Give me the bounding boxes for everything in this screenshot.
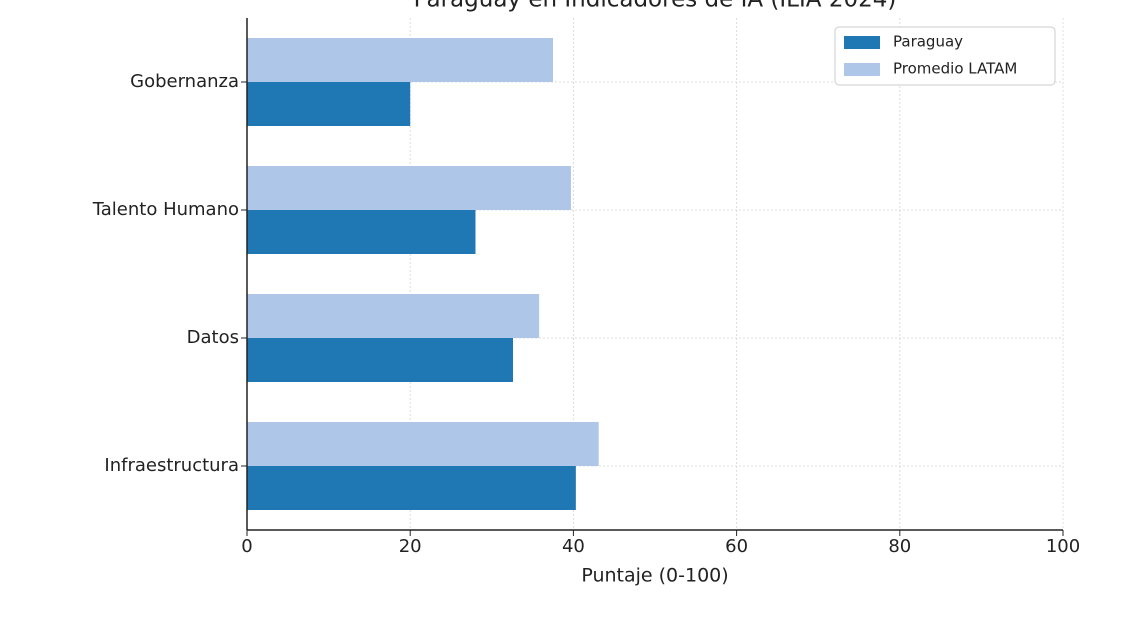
bar [247,210,476,254]
bar [247,82,411,126]
x-tick-label: 0 [241,536,252,557]
bar [247,294,540,338]
legend-label: Promedio LATAM [893,60,1017,78]
x-tick-label: 80 [888,536,911,557]
x-tick-label: 60 [725,536,748,557]
y-tick-label: Datos [187,327,239,348]
y-tick-label: Gobernanza [130,71,239,92]
legend-box [834,26,1056,86]
bar [247,466,576,510]
bar [247,422,599,466]
legend-swatch [844,36,880,49]
x-tick-label: 20 [399,536,422,557]
legend-label: Paraguay [893,33,963,51]
y-tick-label: Talento Humano [92,199,239,220]
bar [247,338,514,382]
legend-swatch [844,63,880,76]
x-tick-label: 40 [562,536,585,557]
x-tick-label: 100 [1046,536,1080,557]
y-tick-label: Infraestructura [104,455,239,476]
bar [247,38,553,82]
x-axis-label: Puntaje (0-100) [581,565,728,587]
bar [247,166,571,210]
chart-title: Paraguay en Indicadores de IA (ILIA 2024… [414,0,897,13]
